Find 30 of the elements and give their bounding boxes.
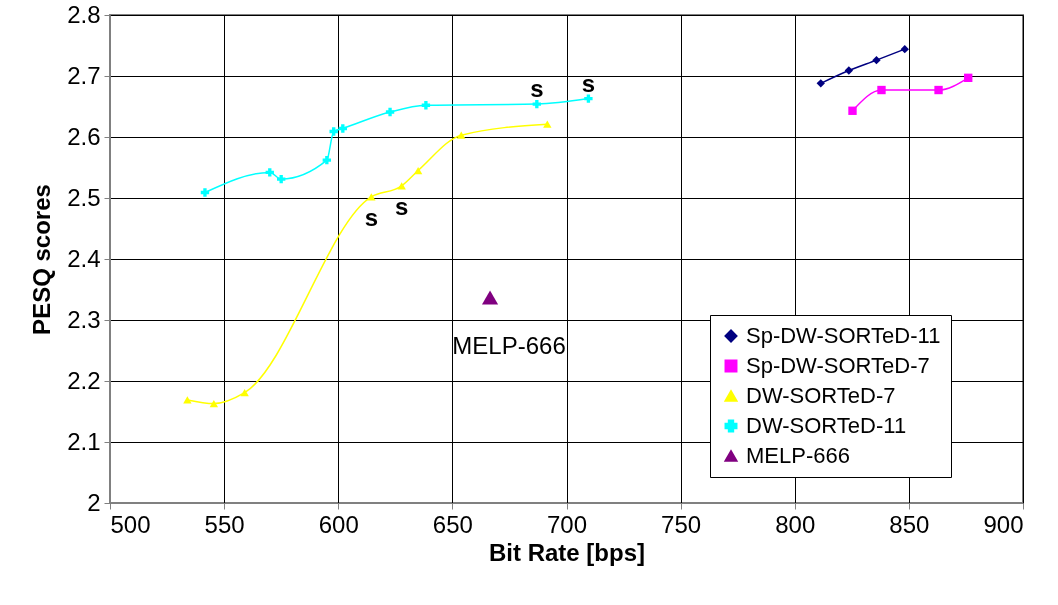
x-tick-label: 650	[432, 510, 473, 538]
y-tick-label: 2	[87, 488, 101, 516]
x-axis-title: Bit Rate [bps]	[489, 538, 645, 566]
y-tick-label: 2.6	[67, 122, 101, 150]
annotation: s	[364, 203, 379, 231]
x-tick-label: 700	[546, 510, 588, 538]
legend-label: DW-SORTeD-11	[746, 413, 907, 438]
x-tick-label: 550	[204, 510, 245, 538]
annotation: MELP-666	[452, 332, 566, 360]
y-tick-label: 2.8	[67, 0, 101, 28]
y-axis-title: PESQ scores	[28, 184, 56, 335]
legend-label: Sp-DW-SORTeD-11	[746, 323, 941, 348]
legend-label: DW-SORTeD-7	[746, 383, 896, 408]
y-tick-label: 2.4	[67, 244, 101, 272]
legend-label: MELP-666	[746, 443, 850, 468]
x-tick-label: 600	[318, 510, 359, 538]
annotation: s	[395, 192, 409, 220]
y-tick-label: 2.5	[67, 183, 101, 211]
x-tick-label: 750	[661, 510, 702, 538]
legend-label: Sp-DW-SORTeD-7	[746, 353, 930, 378]
y-tick-label: 2.2	[67, 366, 101, 394]
x-tick-label: 500	[110, 510, 151, 538]
y-tick-label: 2.3	[67, 305, 101, 333]
y-tick-label: 2.1	[67, 427, 101, 455]
x-tick-label: 850	[889, 510, 930, 538]
y-tick-label: 2.7	[67, 61, 101, 89]
annotation: s	[530, 75, 544, 103]
x-tick-label: 900	[983, 510, 1024, 538]
annotation: s	[581, 69, 596, 97]
x-tick-label: 800	[775, 510, 816, 538]
